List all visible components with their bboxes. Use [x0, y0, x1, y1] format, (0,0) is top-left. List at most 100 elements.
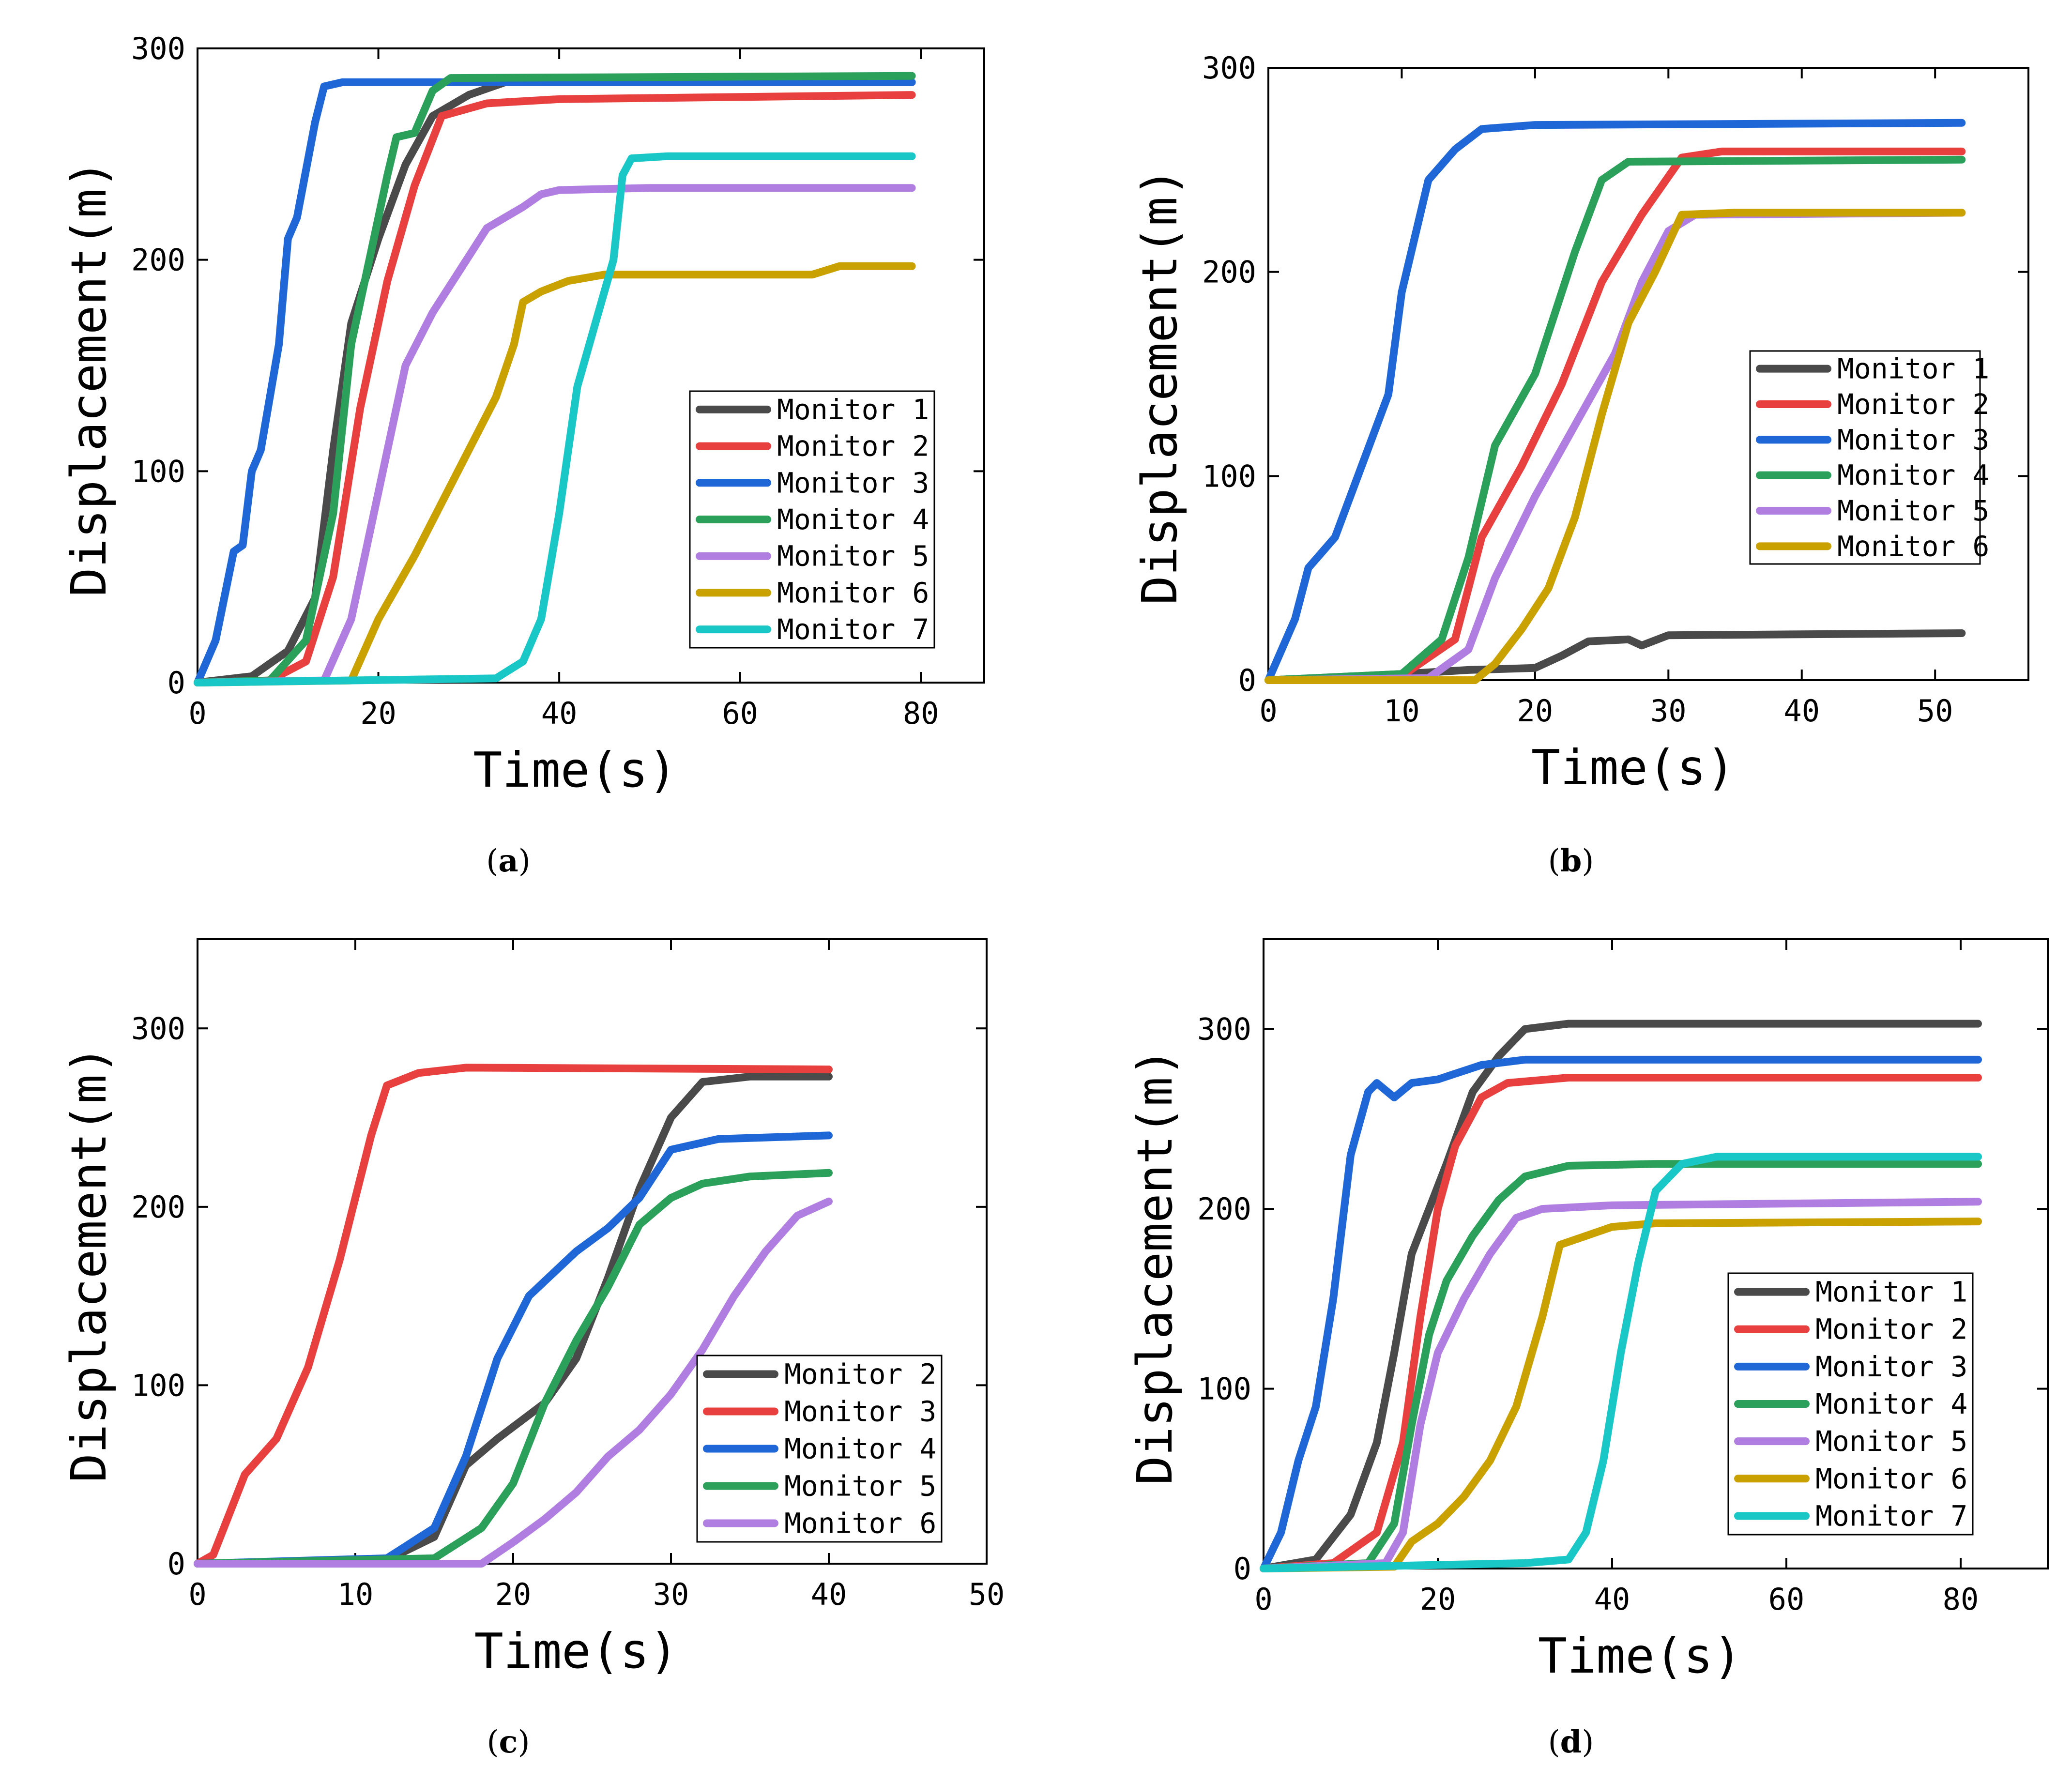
y-tick-label: 0 [168, 1546, 185, 1582]
legend-label: Monitor 5 [784, 1470, 936, 1503]
legend-label: Monitor 4 [784, 1432, 936, 1465]
y-tick-label: 100 [131, 454, 185, 489]
x-tick-label: 60 [1768, 1582, 1805, 1617]
x-tick-label: 30 [653, 1577, 689, 1612]
legend-label: Monitor 1 [777, 393, 929, 426]
series-line-monitor-3 [1260, 1055, 1982, 1572]
x-tick-label: 10 [337, 1577, 374, 1612]
y-tick-label: 0 [168, 665, 185, 701]
y-tick-label: 200 [1197, 1191, 1251, 1227]
series-line-monitor-6 [194, 1197, 833, 1568]
series-line-monitor-6 [1260, 1218, 1982, 1572]
y-tick-label: 300 [131, 1011, 185, 1046]
x-tick-label: 40 [1783, 693, 1820, 729]
x-tick-label: 80 [1943, 1582, 1979, 1617]
x-tick-label: 40 [1594, 1582, 1630, 1617]
y-tick-label: 200 [131, 243, 185, 278]
x-tick-label: 60 [722, 696, 758, 731]
x-tick-label: 20 [1517, 693, 1554, 729]
series-line-monitor-3 [194, 1064, 833, 1568]
series-line-monitor-5 [1260, 1198, 1982, 1572]
legend-label: Monitor 3 [1837, 423, 1989, 456]
x-tick-label: 20 [495, 1577, 532, 1612]
series-line-monitor-5 [194, 184, 916, 686]
legend-label: Monitor 3 [1815, 1350, 1967, 1383]
x-tick-label: 0 [1254, 1582, 1272, 1617]
plot-frame [197, 938, 988, 1565]
legend-box [1749, 350, 1981, 565]
y-axis-label: Displacement(m) [1131, 168, 1188, 605]
series-line-monitor-4 [194, 1131, 833, 1568]
panel-caption: (b) [1548, 843, 1594, 879]
legend-label: Monitor 2 [1815, 1313, 1967, 1346]
x-axis-label: Time(s) [1531, 739, 1735, 796]
x-tick-label: 50 [969, 1577, 1005, 1612]
legend-label: Monitor 2 [777, 430, 929, 463]
series-line-monitor-2 [1260, 1074, 1982, 1572]
panel-caption: (a) [486, 843, 530, 879]
y-tick-label: 0 [1234, 1551, 1251, 1586]
x-tick-label: 80 [903, 696, 939, 731]
legend-label: Monitor 7 [777, 613, 929, 646]
legend-label: Monitor 3 [777, 466, 929, 499]
legend-label: Monitor 5 [1815, 1425, 1967, 1458]
x-tick-label: 40 [541, 696, 578, 731]
series-line-monitor-4 [1265, 155, 1966, 684]
y-tick-label: 100 [131, 1368, 185, 1403]
legend-label: Monitor 6 [784, 1507, 936, 1540]
y-tick-label: 0 [1238, 663, 1256, 698]
legend-label: Monitor 7 [1815, 1499, 1967, 1532]
y-axis-label: Displacement(m) [61, 160, 117, 597]
plot-frame [1267, 67, 2029, 681]
legend-label: Monitor 2 [1837, 388, 1989, 421]
legend-label: Monitor 6 [1815, 1462, 1967, 1495]
series-line-monitor-5 [194, 1169, 833, 1568]
chart-panel-d: 0 20 40 60 80 0 100 200 300 Time(s) Displacement(m… [1127, 938, 2049, 1760]
panel-caption: (c) [487, 1724, 530, 1760]
legend-label: Monitor 5 [777, 540, 929, 573]
series-line-monitor-3 [1265, 119, 1966, 684]
legend-label: Monitor 1 [1815, 1276, 1967, 1309]
plot-frame [1263, 938, 2049, 1569]
series-line-monitor-3 [194, 78, 916, 686]
y-tick-label: 200 [131, 1189, 185, 1225]
y-tick-label: 100 [1202, 458, 1256, 494]
y-axis-label: Displacement(m) [1127, 1048, 1183, 1485]
legend-label: Monitor 4 [1815, 1387, 1967, 1420]
legend-label: Monitor 4 [1837, 459, 1989, 492]
series-line-monitor-1 [1260, 1020, 1982, 1572]
x-tick-label: 30 [1650, 693, 1687, 729]
series-line-monitor-7 [1260, 1153, 1982, 1572]
series-line-monitor-6 [194, 262, 916, 686]
x-tick-label: 0 [188, 696, 206, 731]
series-line-monitor-2 [194, 91, 916, 686]
y-tick-label: 300 [131, 31, 185, 66]
legend: Monitor 1 Monitor 2 Monitor 3 Monitor 4 Moni… [1727, 1272, 1974, 1536]
series-line-monitor-4 [194, 72, 916, 686]
x-tick-label: 20 [360, 696, 396, 731]
plot-frame [197, 47, 985, 684]
legend: Monitor 2 Monitor 3 Monitor 4 Monitor 5 Moni… [696, 1355, 943, 1543]
series-line-monitor-6 [1265, 209, 1966, 684]
legend-label: Monitor 5 [1837, 494, 1989, 527]
x-axis-label: Time(s) [474, 1623, 678, 1679]
series-line-monitor-2 [1265, 147, 1966, 684]
x-tick-label: 10 [1384, 693, 1420, 729]
panel-caption: (d) [1548, 1724, 1594, 1760]
y-axis-label: Displacement(m) [61, 1045, 117, 1482]
x-tick-label: 50 [1917, 693, 1953, 729]
series-line-monitor-4 [1260, 1160, 1982, 1572]
x-tick-label: 0 [1259, 693, 1277, 729]
legend-label: Monitor 2 [784, 1358, 936, 1391]
x-tick-label: 20 [1420, 1582, 1456, 1617]
y-tick-label: 300 [1197, 1012, 1251, 1047]
legend-label: Monitor 1 [1837, 352, 1989, 385]
x-axis-label: Time(s) [1538, 1628, 1742, 1684]
y-tick-label: 100 [1197, 1371, 1251, 1407]
series-line-monitor-7 [194, 152, 916, 686]
y-tick-label: 200 [1202, 255, 1256, 290]
chart-panel-b: 0 10 20 30 40 50 0 100 200 300 Time(s) Displacement… [1131, 50, 2029, 879]
